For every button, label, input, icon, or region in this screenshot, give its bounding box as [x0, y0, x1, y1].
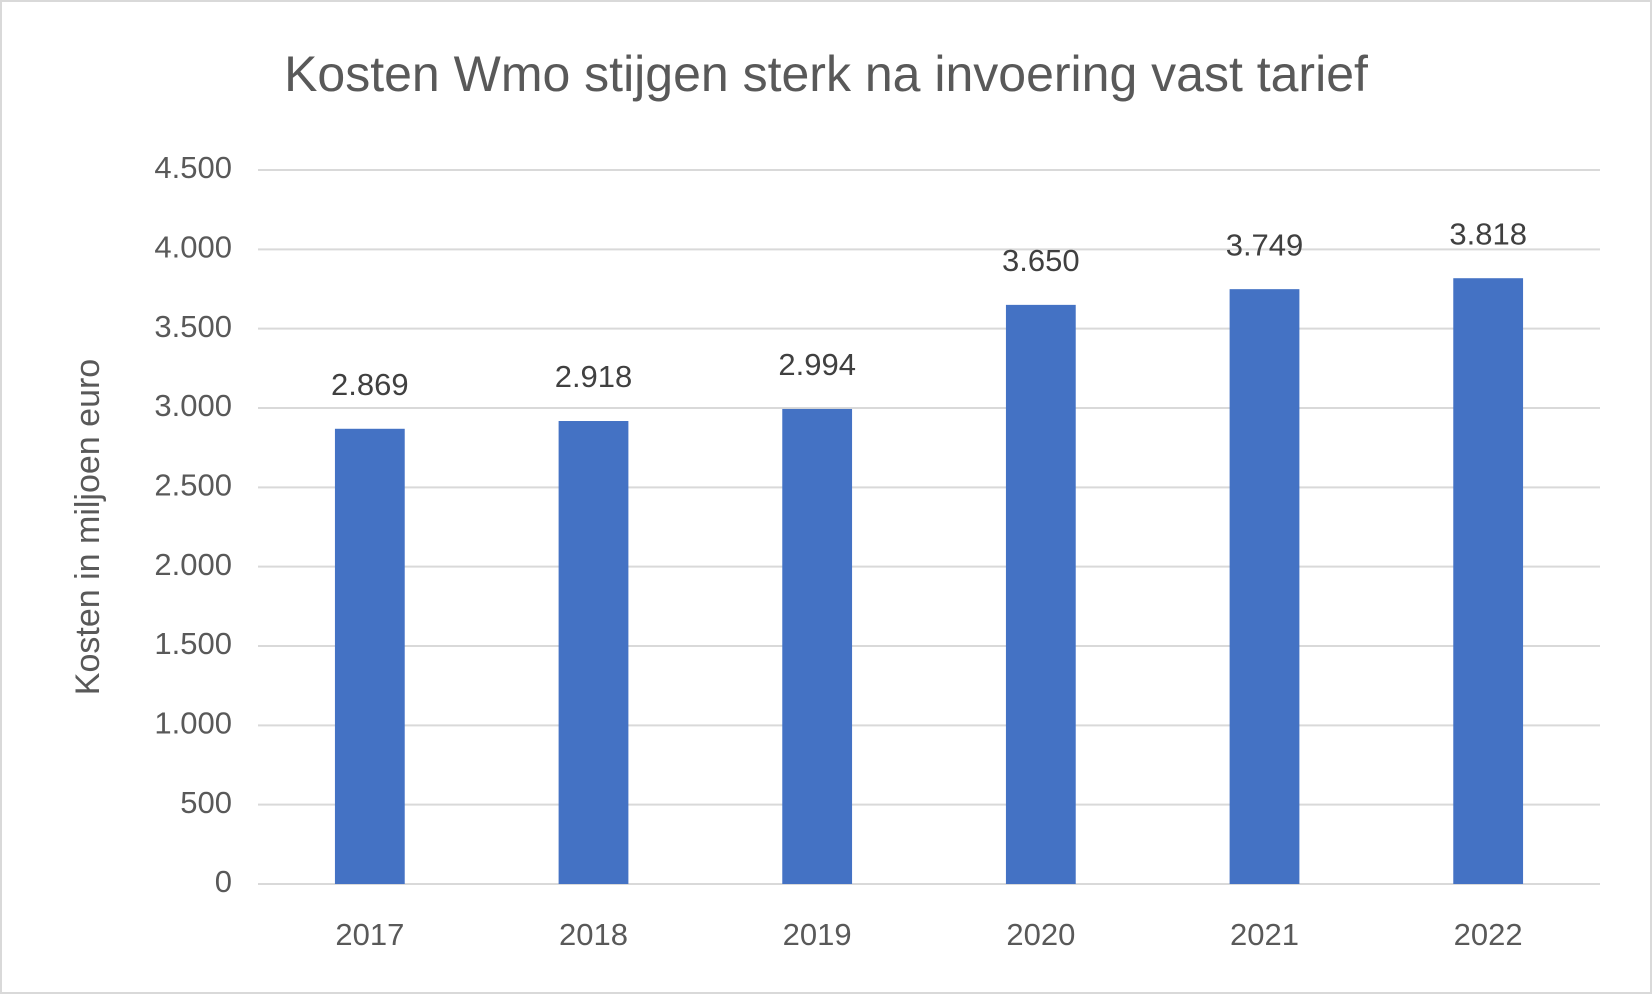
data-label: 3.650	[1002, 243, 1080, 278]
y-tick-label: 4.500	[154, 150, 232, 185]
x-tick-label: 2022	[1454, 917, 1523, 952]
data-label: 2.869	[331, 367, 409, 402]
x-tick-label: 2017	[335, 917, 404, 952]
x-tick-label: 2020	[1006, 917, 1075, 952]
data-label: 3.818	[1449, 216, 1527, 251]
data-label: 2.994	[778, 347, 856, 382]
x-tick-label: 2021	[1230, 917, 1299, 952]
y-tick-label: 4.000	[154, 230, 232, 265]
y-tick-label: 0	[215, 864, 232, 899]
bar	[782, 408, 853, 884]
y-tick-label: 500	[180, 785, 232, 820]
data-label: 2.918	[555, 359, 633, 394]
chart-title: Kosten Wmo stijgen sterk na invoering va…	[284, 46, 1368, 102]
y-tick-label: 1.000	[154, 706, 232, 741]
y-tick-label: 3.500	[154, 309, 232, 344]
y-tick-label: 1.500	[154, 626, 232, 661]
y-tick-label: 3.000	[154, 388, 232, 423]
y-axis-label: Kosten in miljoen euro	[69, 359, 107, 695]
bar	[334, 428, 405, 884]
x-tick-label: 2019	[783, 917, 852, 952]
bar	[1453, 278, 1524, 884]
x-tick-label: 2018	[559, 917, 628, 952]
y-tick-label: 2.500	[154, 468, 232, 503]
bar	[1229, 289, 1300, 884]
y-tick-label: 2.000	[154, 547, 232, 582]
bar	[558, 421, 629, 884]
bar	[1005, 304, 1076, 884]
data-label: 3.749	[1226, 227, 1304, 262]
